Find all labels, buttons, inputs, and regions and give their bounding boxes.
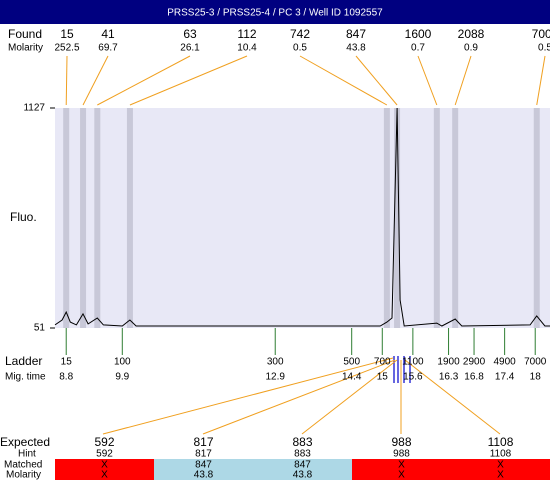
peak-band xyxy=(433,108,440,328)
matched-molarity: X xyxy=(101,470,108,480)
ladder-time: 15.6 xyxy=(403,372,423,383)
ladder-time: 9.9 xyxy=(115,372,129,383)
match-cell xyxy=(55,459,154,480)
ladder-size: 4900 xyxy=(494,357,517,368)
expected-size: 988 xyxy=(391,435,411,449)
peak-band xyxy=(452,108,459,328)
peak-link xyxy=(417,55,438,106)
found-label: Found xyxy=(8,27,42,41)
peak-link xyxy=(355,55,398,106)
peak-link xyxy=(129,55,248,106)
found-molarity: 252.5 xyxy=(54,43,79,54)
ladder-size: 300 xyxy=(267,357,284,368)
matched-molarity: X xyxy=(398,470,405,480)
found-size: 63 xyxy=(183,27,197,41)
ladder-time: 12.9 xyxy=(265,372,285,383)
found-molarity: 0.7 xyxy=(411,43,425,54)
ladder-time: 16.8 xyxy=(464,372,484,383)
ladder-label: Ladder xyxy=(5,354,42,368)
peak-band xyxy=(533,108,540,328)
found-size: 7000 xyxy=(532,27,550,41)
title-bar xyxy=(0,0,550,24)
ladder-time: 16.3 xyxy=(439,372,459,383)
peak-link xyxy=(65,55,68,106)
matched: 847 xyxy=(294,460,311,471)
hint-label: Hint xyxy=(18,449,36,460)
trace xyxy=(54,107,550,327)
found-molarity: 0.5 xyxy=(293,43,307,54)
hint: 883 xyxy=(294,449,311,460)
found-size: 742 xyxy=(290,27,310,41)
ladder-size: 1900 xyxy=(437,357,460,368)
peak-link xyxy=(454,55,472,106)
peak-link xyxy=(82,55,109,106)
plot-area xyxy=(55,108,550,328)
found-molarity: 0.9 xyxy=(464,43,478,54)
found-molarity: 10.4 xyxy=(237,43,257,54)
expected-link-lines xyxy=(102,357,501,435)
found-size: 1600 xyxy=(405,27,432,41)
found-size: 41 xyxy=(101,27,115,41)
ladder-size: 7000 xyxy=(524,357,547,368)
found-molarity: 43.8 xyxy=(346,43,366,54)
peak-link xyxy=(299,55,388,106)
y-tick-label: 1127 xyxy=(23,103,45,114)
match-cell xyxy=(451,459,550,480)
peak-band xyxy=(383,108,390,328)
match-cell xyxy=(253,459,352,480)
expected-size: 1108 xyxy=(488,435,514,449)
found-size: 112 xyxy=(237,27,256,41)
found-molarity-label: Molarity xyxy=(8,43,43,54)
match-cell xyxy=(154,459,253,480)
hint: 817 xyxy=(195,449,212,460)
ladder-size: 100 xyxy=(114,357,131,368)
hint: 592 xyxy=(96,449,113,460)
expected-size: 592 xyxy=(94,435,114,449)
ladder-time-label: Mig. time xyxy=(5,372,46,383)
matched: X xyxy=(398,460,405,471)
ladder-size: 1100 xyxy=(402,357,424,368)
matched-molarity: X xyxy=(497,470,504,480)
matched: 847 xyxy=(195,460,212,471)
found-size: 15 xyxy=(60,27,74,41)
chart-title: PRSS25-3 / PRSS25-4 / PC 3 / Well ID 109… xyxy=(167,8,383,19)
found-molarity: 69.7 xyxy=(98,43,118,54)
found-size: 847 xyxy=(346,27,366,41)
expected-size: 817 xyxy=(193,435,213,449)
peak-band xyxy=(394,108,401,328)
ladder-size: 15 xyxy=(61,357,73,368)
peak-link xyxy=(97,55,191,106)
ladder-time: 8.8 xyxy=(59,372,73,383)
peak-band xyxy=(63,108,70,328)
peak-band xyxy=(80,108,87,328)
peak-band xyxy=(94,108,101,328)
expected-label: Expected xyxy=(0,435,50,449)
hint: 1108 xyxy=(490,449,512,460)
found-molarity: 26.1 xyxy=(180,43,200,54)
matched-molarity: 43.8 xyxy=(194,470,214,480)
peak-band xyxy=(126,108,133,328)
expected-molarity-label: Molarity xyxy=(6,470,41,480)
expected-size: 883 xyxy=(292,435,312,449)
y-tick-label: 51 xyxy=(34,323,46,334)
y-axis-label: Fluo. xyxy=(10,210,37,224)
ladder-size: 2900 xyxy=(463,357,486,368)
ladder-time: 17.4 xyxy=(495,372,515,383)
ladder-time: 18 xyxy=(530,372,542,383)
found-size: 2088 xyxy=(458,27,485,41)
hint: 988 xyxy=(393,449,410,460)
ladder-time: 15 xyxy=(377,372,389,383)
match-cell xyxy=(352,459,451,480)
peak-link xyxy=(536,55,546,106)
found-molarity: 0.5 xyxy=(538,43,550,54)
matched-label: Matched xyxy=(4,460,42,471)
ladder-size: 500 xyxy=(343,357,360,368)
matched: X xyxy=(497,460,504,471)
ladder-size: 700 xyxy=(374,357,391,368)
matched-molarity: 43.8 xyxy=(293,470,313,480)
matched: X xyxy=(101,460,108,471)
ladder-time: 14.4 xyxy=(342,372,362,383)
